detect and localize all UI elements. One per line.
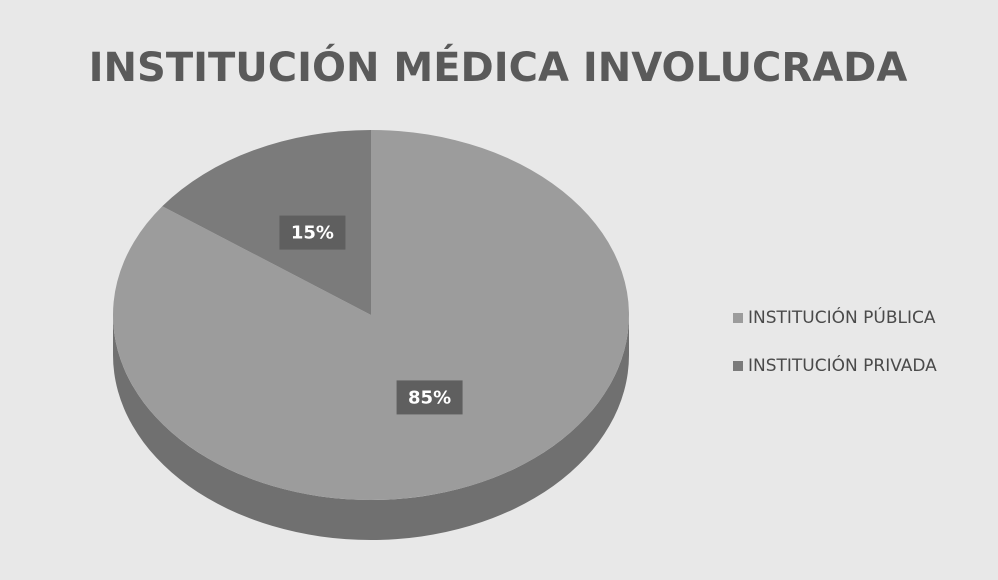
legend-label: INSTITUCIÓN PRIVADA bbox=[748, 354, 937, 376]
data-label-box bbox=[279, 215, 346, 250]
data-label: 85% bbox=[408, 387, 451, 408]
legend-swatch bbox=[733, 361, 743, 371]
data-label: 15% bbox=[291, 223, 334, 244]
pie-side bbox=[113, 315, 629, 540]
legend-swatch bbox=[733, 313, 743, 323]
pie-slice bbox=[162, 130, 371, 315]
data-label-box bbox=[396, 380, 463, 415]
chart-title: INSTITUCIÓN MÉDICA INVOLUCRADA bbox=[89, 43, 908, 91]
legend-label: INSTITUCIÓN PÚBLICA bbox=[748, 306, 936, 328]
